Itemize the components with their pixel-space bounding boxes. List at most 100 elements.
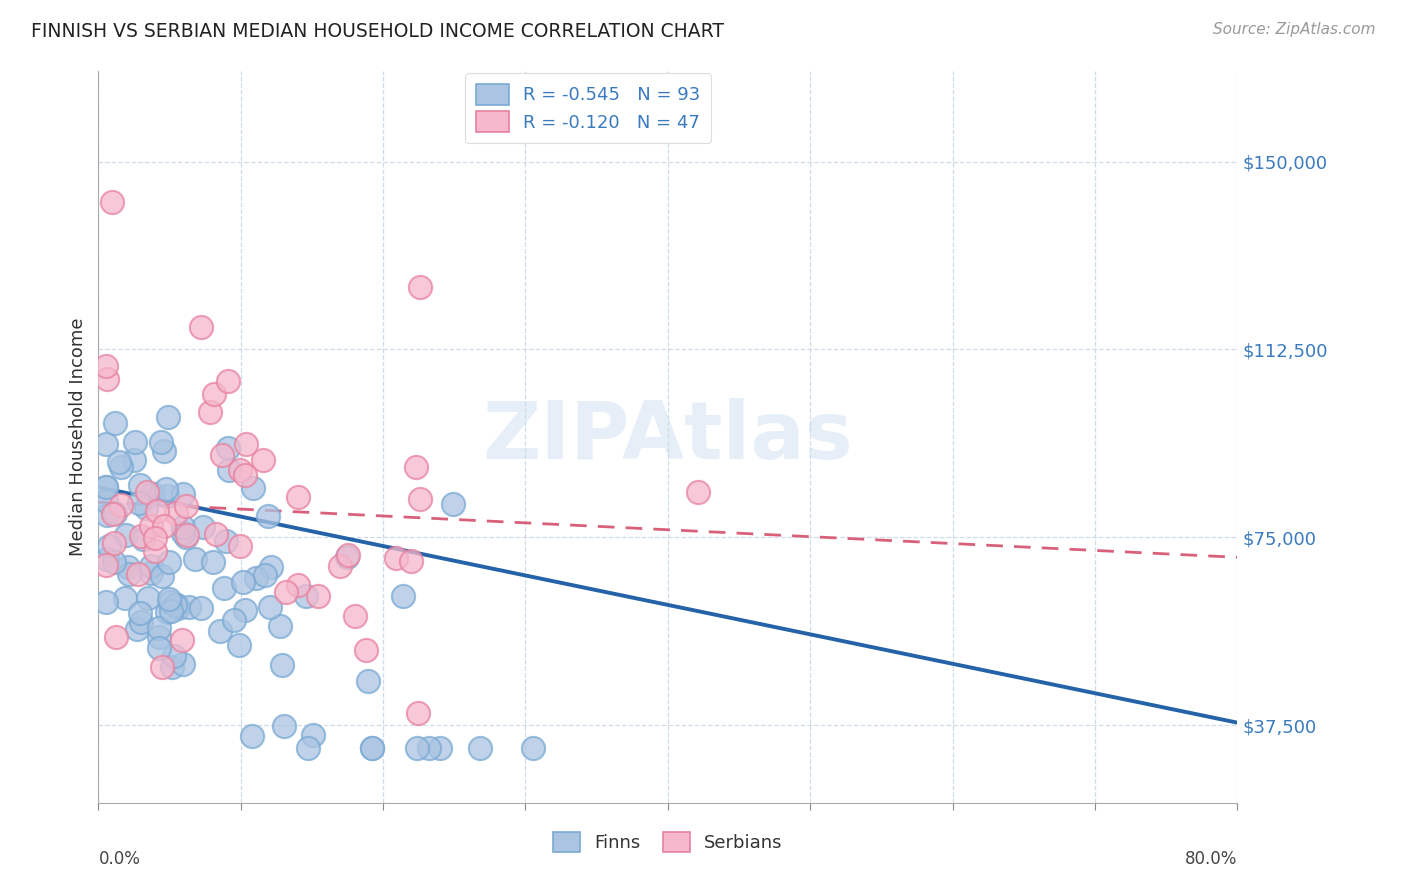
Point [131,615,153,629]
Point [148,641,170,656]
Point [157,555,180,569]
Point [344,608,367,623]
Point [114,528,136,542]
Point [172,525,194,540]
Point [385,550,408,565]
Point [129,478,152,492]
Point [122,452,145,467]
Point [150,660,173,674]
Point [336,549,359,564]
Point [252,452,274,467]
Point [259,599,281,614]
Point [406,740,429,755]
Point [191,520,214,534]
Point [96,508,118,522]
Point [409,491,432,506]
Point [139,488,162,502]
Text: 0.0%: 0.0% [98,850,141,868]
Point [114,591,136,605]
Point [190,601,212,615]
Text: ZIPAtlas: ZIPAtlas [482,398,853,476]
Point [136,591,159,605]
Point [242,481,264,495]
Point [149,435,172,450]
Point [271,657,294,672]
Point [153,518,176,533]
Point [177,600,200,615]
Point [361,740,384,755]
Point [257,508,280,523]
Point [269,619,291,633]
Point [128,496,150,510]
Point [190,320,212,334]
Point [143,531,166,545]
Point [441,497,464,511]
Point [276,584,298,599]
Point [688,485,710,500]
Point [204,387,226,401]
Point [418,740,440,755]
Point [96,551,118,566]
Point [159,595,181,609]
Point [136,485,159,500]
Point [235,467,257,482]
Point [228,539,250,553]
Point [228,638,250,652]
Legend: Finns, Serbians: Finns, Serbians [546,824,790,860]
Point [155,482,177,496]
Point [143,543,166,558]
Point [94,436,117,450]
Point [209,624,232,639]
Point [162,660,184,674]
Point [96,372,118,386]
Point [205,527,228,541]
Point [172,520,194,534]
Point [307,589,329,603]
Point [127,622,149,636]
Point [110,460,132,475]
Point [157,591,180,606]
Point [135,501,157,516]
Point [229,463,252,477]
Point [302,727,325,741]
Point [94,493,117,508]
Point [405,459,427,474]
Point [401,554,423,568]
Point [337,549,360,563]
Point [127,566,149,581]
Point [117,560,139,574]
Point [163,649,186,664]
Point [329,559,352,574]
Point [287,578,309,592]
Point [198,405,221,419]
Point [254,567,277,582]
Point [94,558,117,572]
Point [201,555,224,569]
Point [468,740,491,755]
Point [108,455,131,469]
Point [354,643,377,657]
Point [235,437,257,451]
Point [214,581,236,595]
Point [172,657,194,671]
Point [233,603,256,617]
Point [165,506,187,520]
Point [146,504,169,518]
Point [94,359,117,374]
Point [142,486,165,500]
Point [176,528,198,542]
Point [156,605,179,619]
Point [409,280,432,294]
Point [360,740,382,755]
Point [104,416,127,430]
Point [174,499,197,513]
Point [176,530,198,544]
Point [110,498,132,512]
Point [273,719,295,733]
Point [392,589,415,603]
Point [166,601,188,615]
Point [160,604,183,618]
Text: 80.0%: 80.0% [1185,850,1237,868]
Point [101,194,124,209]
Point [406,706,429,720]
